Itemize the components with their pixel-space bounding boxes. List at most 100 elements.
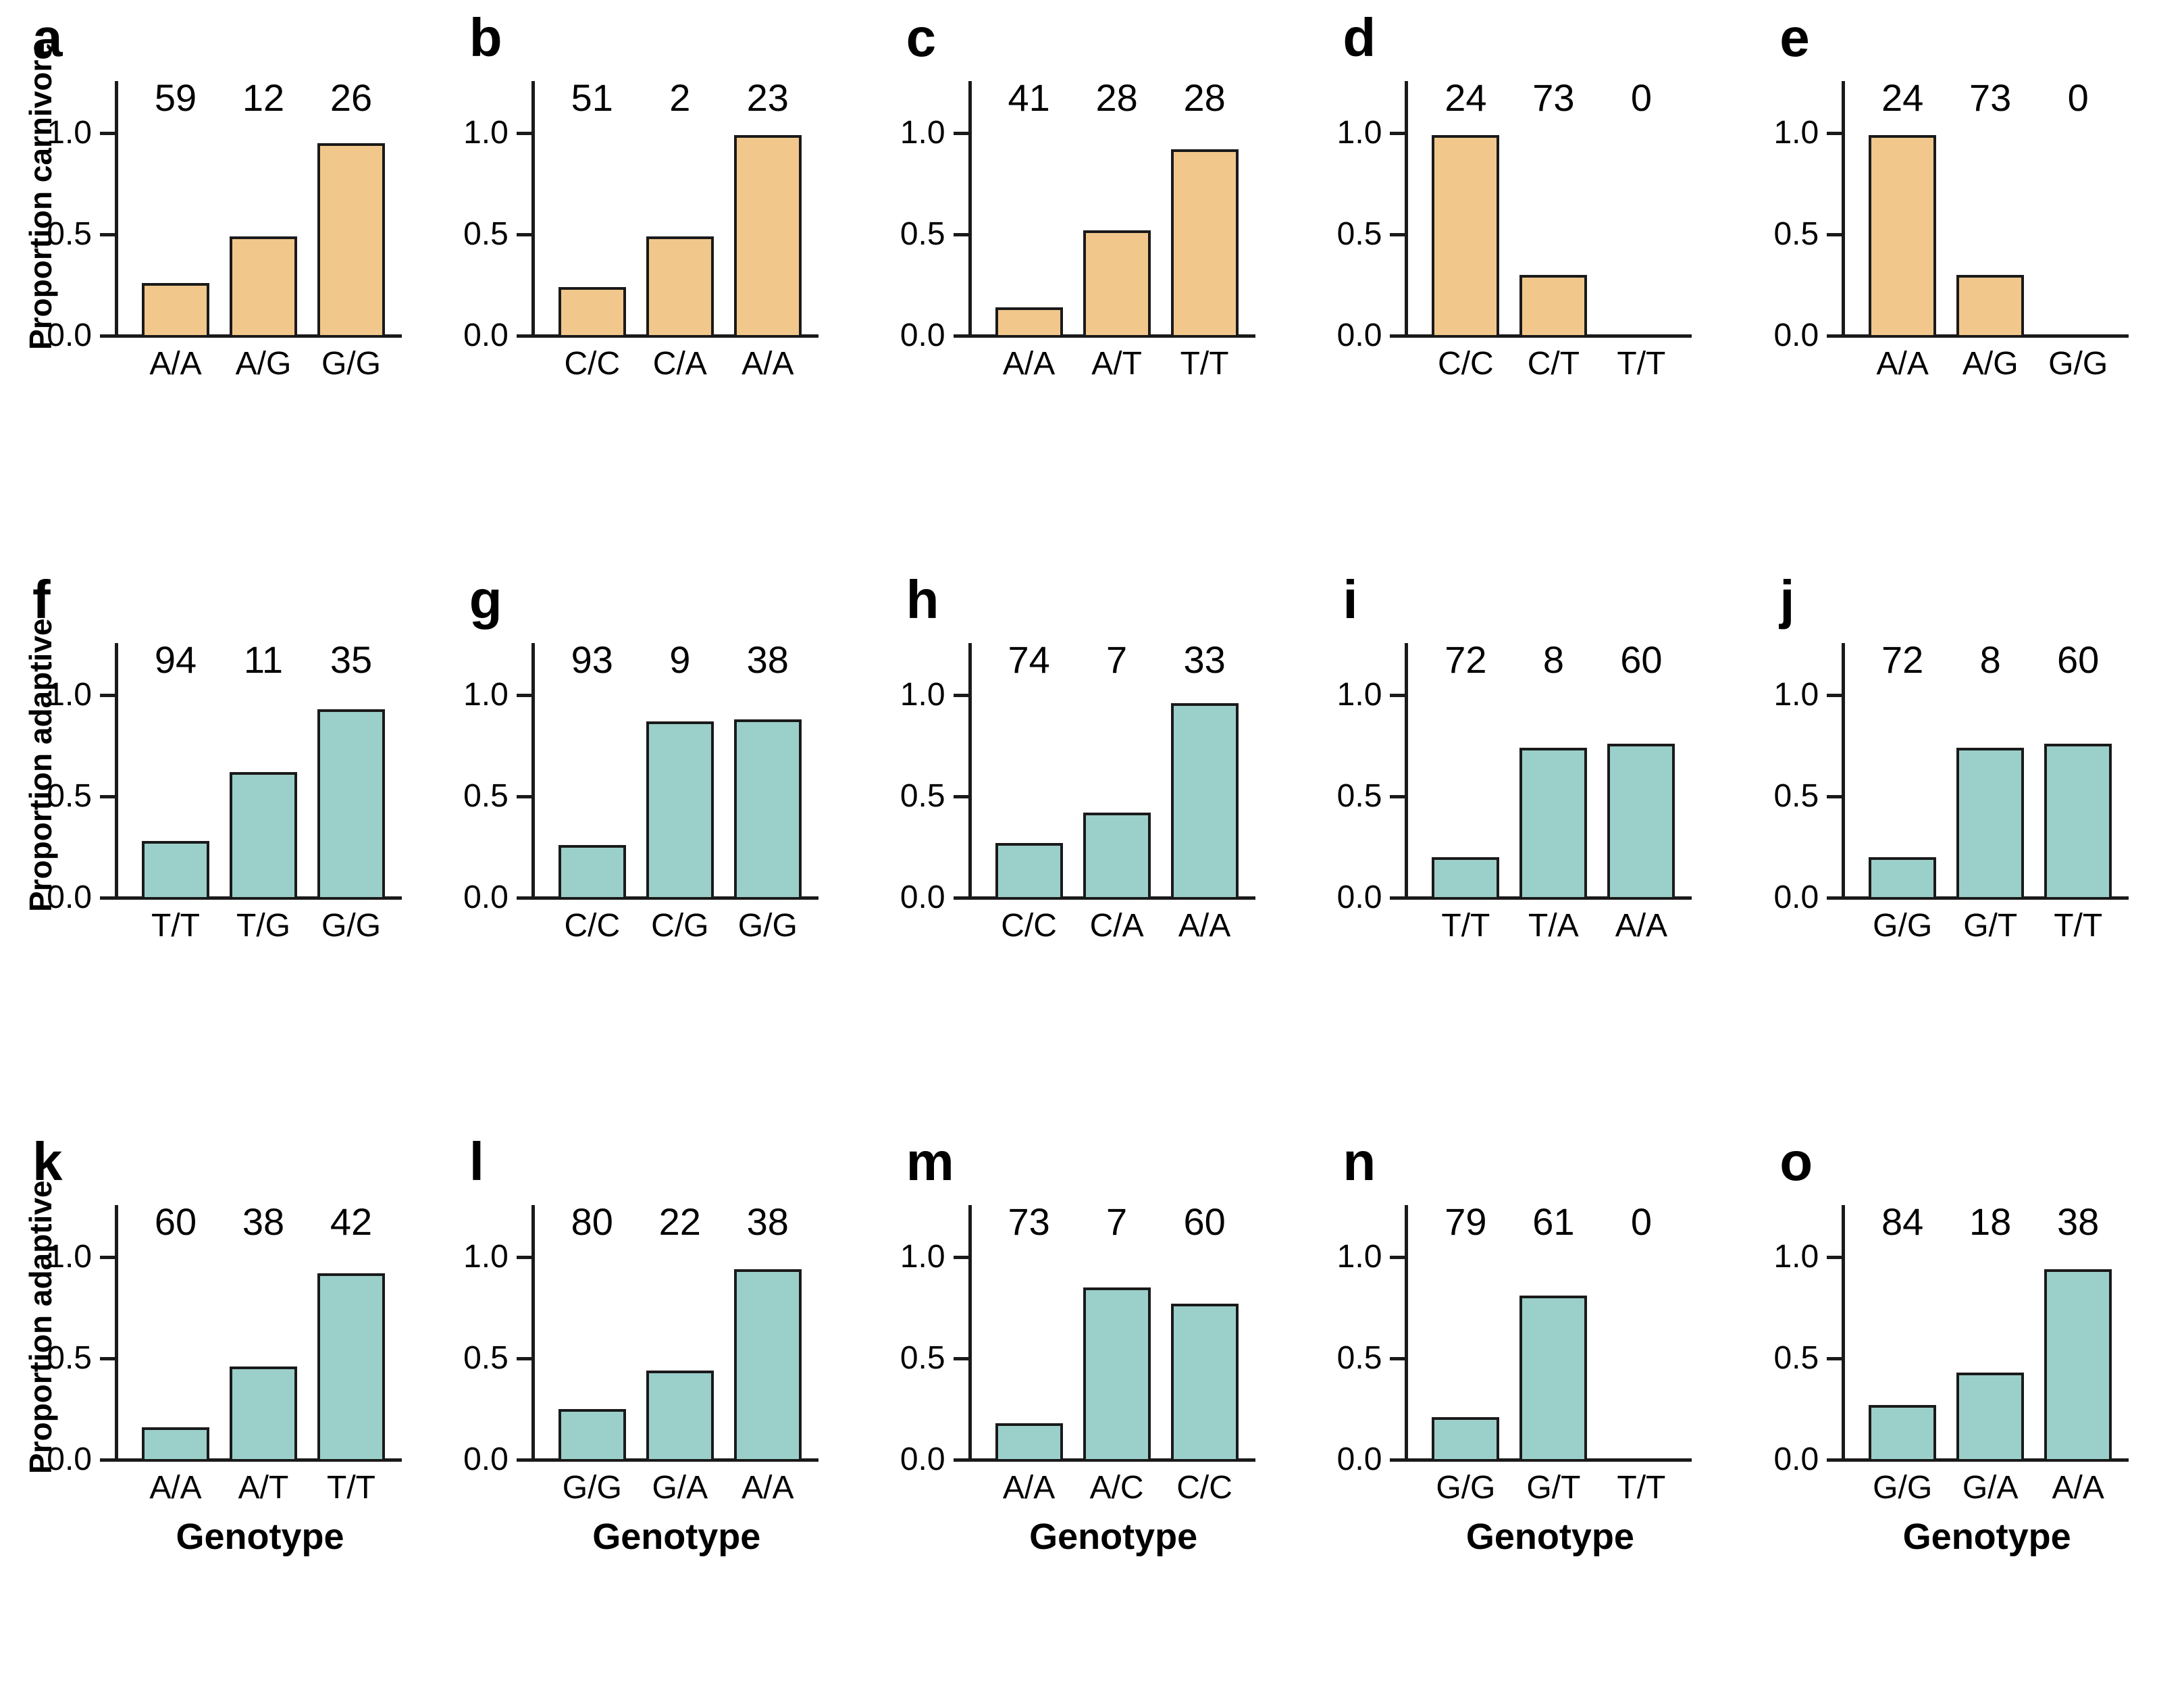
- bar-count-label: 8: [1542, 638, 1564, 681]
- bar-count-label: 94: [154, 638, 197, 681]
- genotype-bar: [1869, 1405, 1937, 1462]
- genotype-bar: [646, 721, 714, 900]
- genotype-bar: [230, 236, 297, 338]
- y-tick-mark: [100, 795, 115, 798]
- x-category-label: G/G: [1436, 1470, 1496, 1506]
- x-category-label: G/G: [2048, 346, 2108, 382]
- y-tick-mark: [516, 795, 531, 798]
- y-tick-label: 0.5: [1336, 778, 1382, 814]
- bar-count-label: 42: [330, 1200, 373, 1243]
- x-category-label: A/A: [1876, 346, 1929, 382]
- x-category-label: G/T: [1526, 1470, 1581, 1506]
- y-tick-label: 0.5: [1336, 1340, 1382, 1376]
- y-tick-label: 0.0: [900, 879, 945, 915]
- genotype-bar: [1170, 703, 1239, 900]
- bar-count-label: 61: [1532, 1200, 1575, 1243]
- genotype-bar: [558, 287, 626, 338]
- bar-count-label: 73: [1008, 1200, 1050, 1243]
- x-category-label: A/A: [1615, 908, 1668, 944]
- y-tick-mark: [1827, 233, 1842, 236]
- genotype-bar: [142, 283, 209, 338]
- x-category-label: T/T: [1617, 1470, 1666, 1506]
- y-axis-line: [1405, 81, 1409, 338]
- bar-count-label: 93: [571, 638, 613, 681]
- x-axis-title: Genotype: [1902, 1516, 2071, 1557]
- y-tick-label: 1.0: [1336, 115, 1382, 151]
- x-category-label: A/A: [1178, 908, 1231, 944]
- y-tick-mark: [1827, 1256, 1842, 1259]
- genotype-bar: [317, 709, 385, 900]
- genotype-bar: [1519, 1296, 1588, 1462]
- x-category-label: A/A: [149, 346, 202, 382]
- y-tick-label: 0.0: [1773, 879, 1819, 915]
- y-tick-label: 0.5: [1773, 216, 1819, 252]
- panel-letter: j: [1779, 569, 1795, 630]
- y-axis-line: [1842, 1205, 1846, 1462]
- panel-letter: e: [1779, 7, 1810, 68]
- y-tick-label: 0.5: [47, 1340, 92, 1376]
- genotype-bar: [1869, 135, 1937, 338]
- panel-letter: d: [1343, 7, 1376, 68]
- y-axis-line: [115, 81, 118, 338]
- y-tick-label: 0.5: [900, 216, 945, 252]
- x-category-label: G/G: [321, 908, 381, 944]
- x-category-label: T/G: [236, 908, 290, 944]
- genotype-bar: [317, 1273, 385, 1462]
- chart-panel-d: d 0.0 0.5 1.0 24 C/C 73 C/T 0 T/T: [1310, 0, 1747, 562]
- y-tick-label: 1.0: [463, 115, 509, 151]
- y-axis-line: [968, 643, 972, 900]
- y-tick-label: 0.5: [1336, 216, 1382, 252]
- y-tick-label: 0.0: [1773, 1441, 1819, 1477]
- bar-count-label: 18: [1969, 1200, 2012, 1243]
- bar-count-label: 60: [154, 1200, 197, 1243]
- x-category-label: A/A: [742, 1470, 794, 1506]
- bar-count-label: 12: [242, 76, 285, 119]
- y-tick-mark: [100, 1256, 115, 1259]
- y-tick-label: 0.0: [1336, 1441, 1382, 1477]
- y-tick-label: 0.0: [463, 879, 509, 915]
- x-category-label: T/T: [1180, 346, 1229, 382]
- x-category-label: T/T: [2054, 908, 2103, 944]
- genotype-bar: [558, 1409, 626, 1462]
- y-axis-line: [968, 1205, 972, 1462]
- x-category-label: A/A: [1002, 346, 1056, 382]
- genotype-bar: [558, 845, 626, 900]
- x-category-label: C/A: [1089, 908, 1144, 944]
- bar-count-label: 59: [154, 76, 197, 119]
- y-tick-mark: [1390, 1458, 1405, 1462]
- x-category-label: G/A: [652, 1470, 708, 1506]
- y-tick-mark: [1390, 795, 1405, 798]
- x-category-label: T/T: [327, 1470, 375, 1506]
- y-axis-line: [1842, 81, 1846, 338]
- bar-count-label: 79: [1445, 1200, 1487, 1243]
- y-tick-mark: [516, 1458, 531, 1462]
- bar-count-label: 60: [1183, 1200, 1226, 1243]
- bar-count-label: 51: [571, 76, 613, 119]
- y-tick-label: 1.0: [463, 1239, 509, 1275]
- y-tick-mark: [1827, 334, 1842, 338]
- bar-count-label: 11: [243, 638, 284, 681]
- bar-count-label: 9: [669, 638, 691, 681]
- bar-count-label: 38: [242, 1200, 285, 1243]
- y-tick-mark: [953, 896, 968, 900]
- y-axis-line: [968, 81, 972, 338]
- bar-count-label: 2: [669, 76, 691, 119]
- panel-letter: k: [32, 1131, 63, 1192]
- y-tick-mark: [953, 1256, 968, 1259]
- x-axis-title: Genotype: [1465, 1516, 1634, 1557]
- bar-count-label: 24: [1881, 76, 1924, 119]
- panel-letter: a: [32, 7, 63, 68]
- y-tick-label: 1.0: [900, 677, 945, 713]
- chart-panel-a: a 0.0 0.5 1.0 59 A/A 12 A/G 26 G/G Proportion carn…: [0, 0, 437, 562]
- y-tick-label: 1.0: [47, 1239, 92, 1275]
- y-axis-line: [1405, 1205, 1409, 1462]
- genotype-bar: [733, 135, 802, 338]
- y-tick-mark: [1390, 132, 1405, 135]
- y-tick-label: 1.0: [1773, 115, 1819, 151]
- bar-count-label: 26: [330, 76, 373, 119]
- panel-letter: f: [32, 569, 51, 630]
- y-tick-mark: [953, 795, 968, 798]
- x-category-label: A/C: [1089, 1470, 1144, 1506]
- y-tick-mark: [100, 694, 115, 697]
- genotype-bar: [646, 236, 714, 338]
